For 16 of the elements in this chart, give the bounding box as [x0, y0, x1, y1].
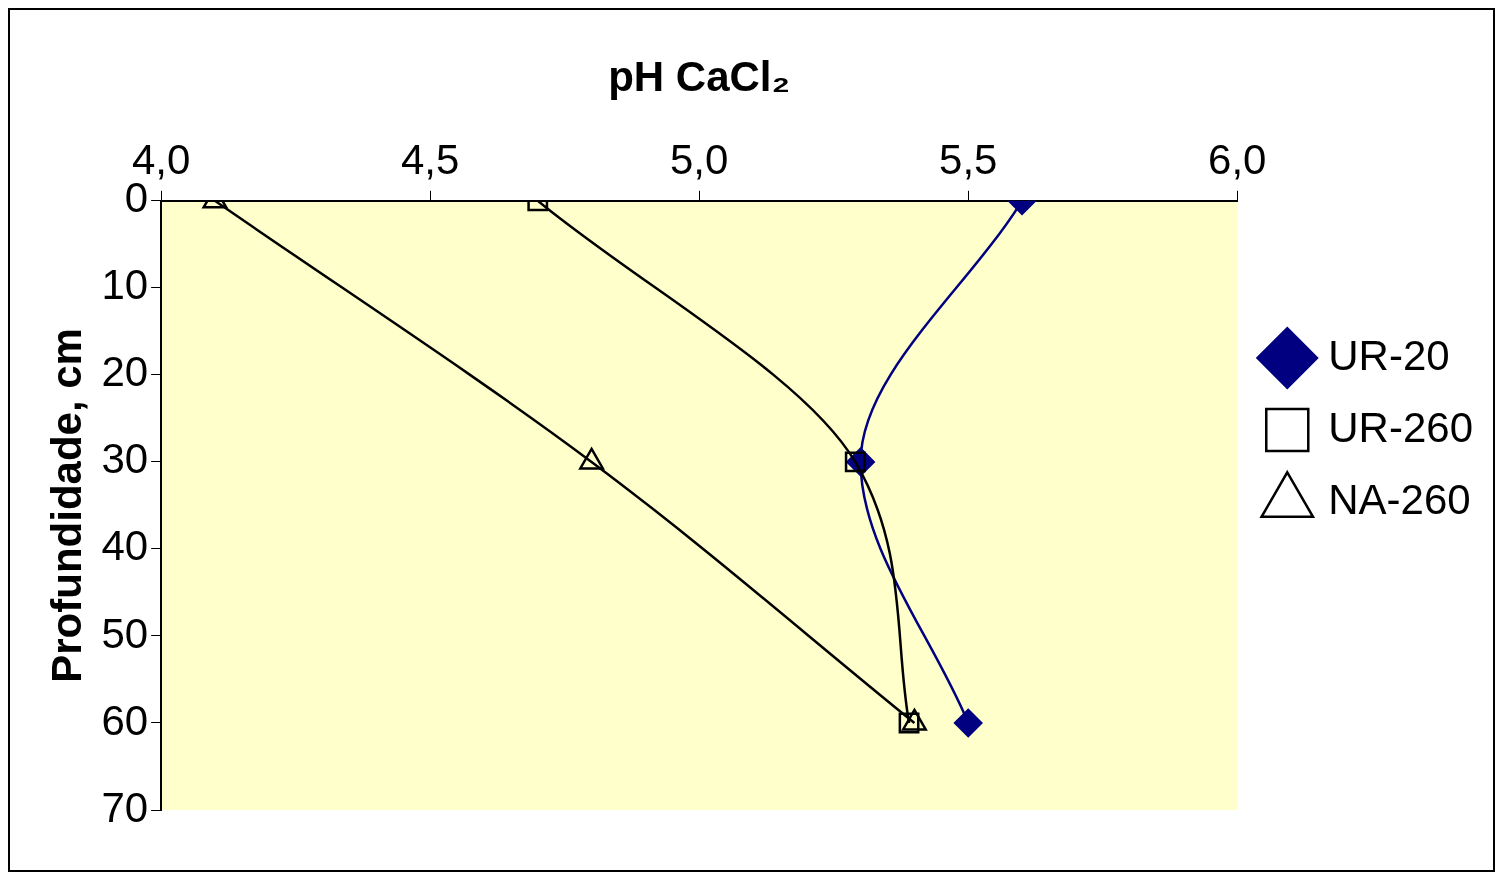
x-tick-label: 4,5 [400, 136, 460, 184]
y-axis-title: Profundidade, cm [42, 328, 90, 683]
x-tick-label: 5,0 [670, 136, 729, 184]
y-tick-label: 20 [101, 348, 149, 396]
legend-label: UR-20 [1328, 331, 1450, 379]
y-tick-label: 50 [101, 609, 149, 657]
x-axis-title: pH CaCl₂ [608, 52, 791, 100]
y-tick-label: 30 [101, 435, 149, 483]
x-tick-label: 5,5 [939, 136, 998, 184]
y-tick-label: 70 [101, 783, 149, 831]
y-tick-label: 10 [101, 261, 149, 309]
x-tick-label: 6,0 [1208, 136, 1267, 184]
y-tick-label: 40 [101, 522, 149, 570]
legend-label: NA-260 [1328, 475, 1471, 523]
legend-label: UR-260 [1328, 403, 1474, 451]
y-tick-label: 60 [101, 696, 149, 744]
